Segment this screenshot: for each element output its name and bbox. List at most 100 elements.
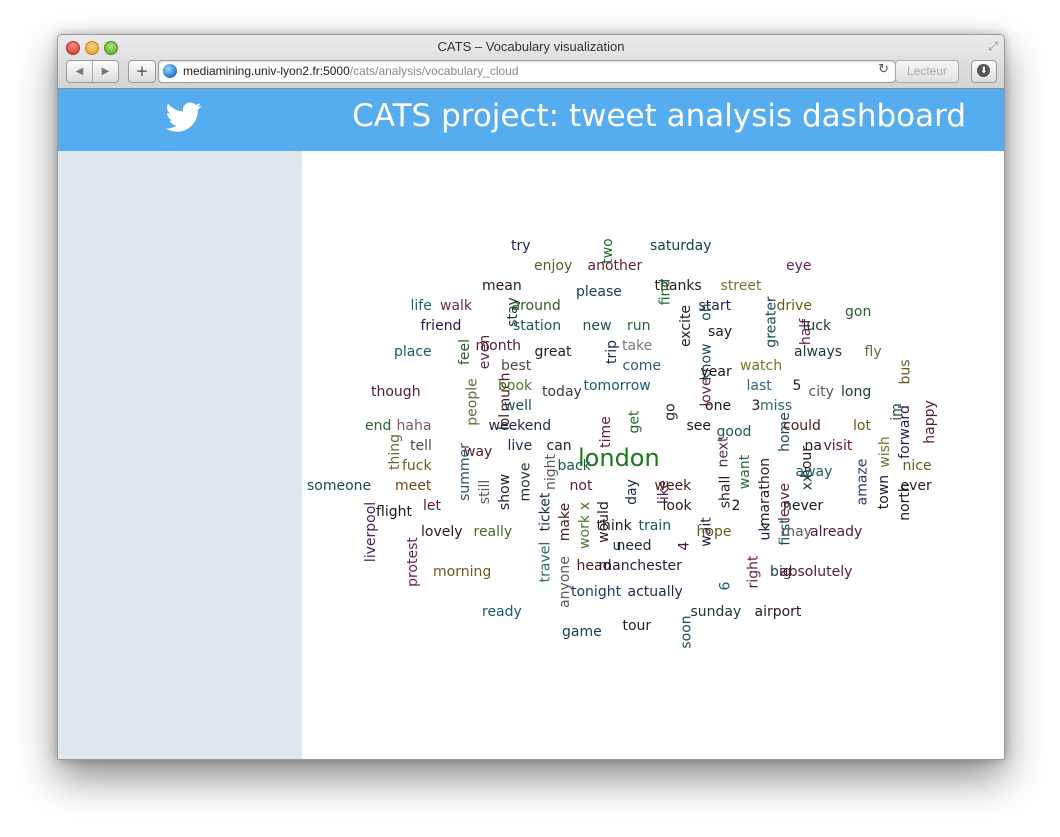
cloud-word: wish [876,436,893,468]
reload-icon[interactable]: ↻ [878,62,889,77]
back-button[interactable]: ◀ [67,61,93,82]
cloud-word: excite [678,304,695,348]
cloud-word: tomorrow [583,378,651,394]
cloud-word: street [720,278,762,294]
cloud-word: luck [802,318,832,334]
cloud-word: go [662,403,679,421]
cloud-word: good [716,424,752,440]
cloud-word: book [498,378,533,394]
cloud-word: oh [698,303,715,321]
cloud-word: london [578,444,660,472]
fullscreen-icon[interactable]: ⤢ [988,39,998,53]
cloud-word: another [587,258,643,274]
cloud-word: marathon [757,457,774,527]
cloud-word: trip [604,339,621,365]
cloud-word: next [715,436,732,468]
cloud-word: ready [482,604,522,620]
cloud-word: miss [760,398,793,414]
cloud-word: x [577,501,594,511]
cloud-word: one [705,398,732,414]
cloud-word: manchester [598,558,682,574]
cloud-word: work [576,515,593,549]
cloud-word: tell [410,438,432,454]
cloud-word: summer [456,443,473,501]
cloud-word: thing [387,433,404,471]
cloud-word: need [616,538,652,554]
cloud-word: someone [307,478,372,494]
twitter-bird-icon [166,102,202,132]
cloud-word: sunday [690,604,742,620]
cloud-word: 3 [751,398,761,414]
cloud-word: drive [776,298,812,314]
cloud-word: ever [900,478,932,494]
address-bar[interactable]: mediamining.univ-lyon2.fr:5000/cats/anal… [158,60,896,83]
cloud-word: look [662,498,692,514]
cloud-word: may [781,524,813,540]
cloud-word: night [543,453,560,491]
cloud-word: forward [896,405,913,459]
globe-icon [163,64,177,78]
cloud-word: could [783,418,821,434]
cloud-word: thanks [654,278,702,294]
cloud-word: eye [786,258,812,274]
cloud-word: though [371,384,421,400]
cloud-word: travel [536,541,553,583]
cloud-word: really [473,524,513,540]
cloud-word: last [746,378,772,394]
cloud-word: flight [376,504,412,520]
zoom-window-button[interactable] [104,41,118,55]
title-bar: CATS – Vocabulary visualization ⤢ ◀ ▶ + … [58,35,1004,89]
cloud-word: big [770,564,792,580]
cloud-word: lovely [421,524,463,540]
forward-button[interactable]: ▶ [101,66,110,77]
cloud-word: fly [864,344,882,360]
minimize-window-button[interactable] [85,41,99,55]
cloud-word: life [410,298,432,314]
cloud-word: people [464,378,481,426]
cloud-word: airport [754,604,802,620]
cloud-word: let [423,498,441,514]
url-text[interactable]: mediamining.univ-lyon2.fr:5000/cats/anal… [183,64,519,78]
cloud-word: uk [756,523,773,541]
cloud-word: fuck [402,458,432,474]
cloud-word: away [795,464,833,480]
cloud-word: tour [622,618,652,634]
reader-button[interactable]: Lecteur [895,60,959,83]
cloud-word: train [638,518,672,534]
cloud-word: morning [433,564,492,580]
cloud-word: lot [853,418,871,434]
cloud-word: come [622,358,662,374]
cloud-word: saturday [650,238,712,254]
cloud-word: not [569,478,593,494]
cloud-word: move [517,462,534,502]
cloud-word: way [464,444,493,460]
cloud-word: na [804,438,822,454]
cloud-word: end [365,418,392,434]
cloud-word: visit [823,438,853,454]
cloud-word: best [501,358,532,374]
cloud-word: walk [440,298,473,314]
cloud-word: enjoy [534,258,573,274]
cloud-word: see [686,418,712,434]
vocabulary-cloud: try two saturday enjoy another eye mean thanks s… [302,151,1004,759]
downloads-button[interactable]: ⬇ [971,60,997,83]
url-host: mediamining.univ-lyon2.fr:5000 [183,64,350,78]
cloud-word: week [654,478,692,494]
cloud-word: find [656,278,673,306]
cloud-word: liverpool [363,501,380,563]
browser-window: CATS – Vocabulary visualization ⤢ ◀ ▶ + … [57,34,1005,760]
cloud-word: north [896,483,913,521]
cloud-word: amaze [853,458,870,506]
close-window-button[interactable] [66,41,80,55]
cloud-word: actually [627,584,683,600]
cloud-word: haha [396,418,432,434]
cloud-word: soon [678,615,695,649]
cloud-word: town [876,474,893,510]
cloud-word: anyone [556,556,573,608]
cloud-word: still [477,479,494,505]
cloud-word: never [783,498,824,514]
url-path: /cats/analysis/vocabulary_cloud [349,64,519,78]
cloud-word: say [708,324,733,340]
new-tab-button[interactable]: + [128,60,156,83]
cloud-word: meet [395,478,432,494]
